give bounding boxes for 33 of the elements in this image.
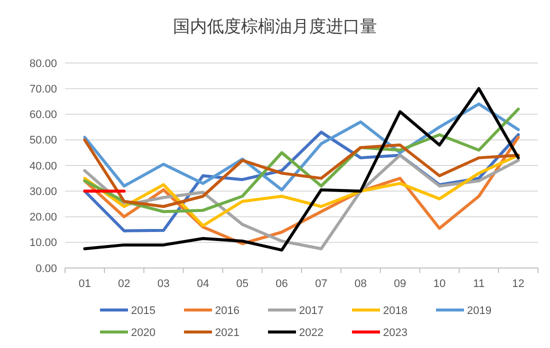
x-tick-label: 04 <box>196 278 210 290</box>
x-tick-label: 01 <box>78 278 91 290</box>
legend-label: 2020 <box>131 326 156 339</box>
y-tick-label: 40.00 <box>29 160 57 172</box>
legend-label: 2016 <box>215 304 240 317</box>
y-tick-label: 70.00 <box>29 83 57 96</box>
x-tick-label: 03 <box>157 278 170 290</box>
x-tick-label: 10 <box>433 278 446 290</box>
legend-label: 2018 <box>383 304 408 317</box>
y-tick-label: 0.00 <box>36 262 57 275</box>
legend-label: 2015 <box>131 304 156 317</box>
legend-label: 2017 <box>299 304 324 317</box>
x-tick-label: 12 <box>512 278 524 290</box>
x-tick-label: 11 <box>473 278 485 290</box>
y-tick-label: 20.00 <box>29 212 57 224</box>
y-tick-label: 60.00 <box>29 109 57 122</box>
line-series <box>83 138 520 208</box>
x-tick-label: 09 <box>394 278 406 290</box>
legend-label: 2022 <box>299 326 324 339</box>
x-tick-label: 02 <box>118 278 130 290</box>
x-tick-label: 08 <box>354 278 367 290</box>
y-tick-label: 10.00 <box>29 237 57 250</box>
chart-title: 国内低度棕榈油月度进口量 <box>173 17 377 36</box>
legend-label: 2023 <box>383 326 408 339</box>
legend-label: 2021 <box>215 326 240 339</box>
line-series <box>83 87 520 252</box>
legend-label: 2019 <box>467 304 492 317</box>
y-tick-label: 80.00 <box>29 58 57 70</box>
x-tick-label: 05 <box>236 278 248 290</box>
x-tick-label: 06 <box>276 278 288 290</box>
x-tick-label: 07 <box>315 278 328 290</box>
y-tick-label: 30.00 <box>29 186 57 198</box>
y-tick-label: 50.00 <box>29 134 57 147</box>
